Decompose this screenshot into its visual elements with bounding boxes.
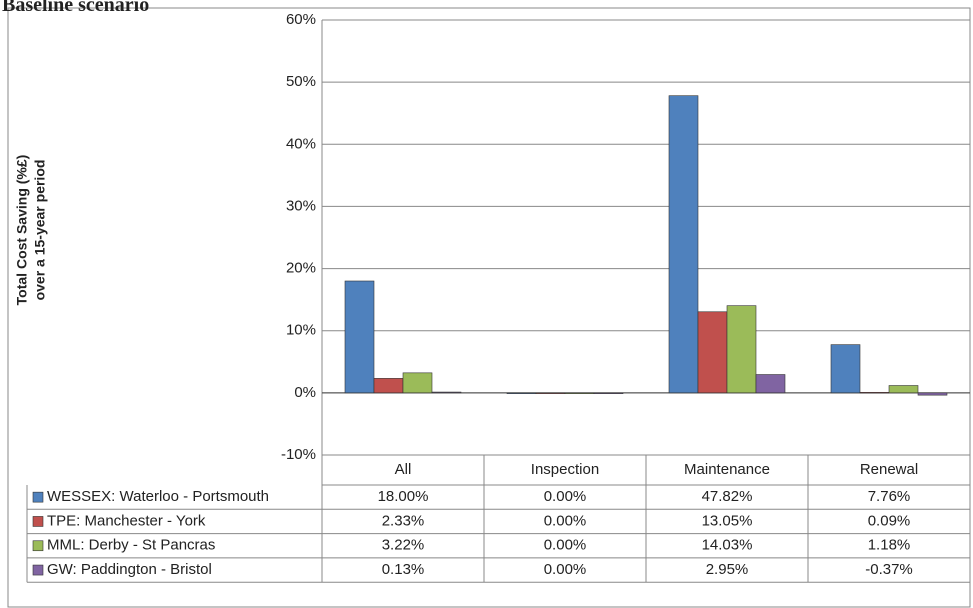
y-tick-label: 40% <box>286 135 316 152</box>
bar <box>755 374 786 394</box>
bar <box>506 392 537 394</box>
legend-label: MML: Derby - St Pancras <box>47 537 215 554</box>
bar <box>535 392 566 394</box>
value-label: 0.13% <box>382 561 425 578</box>
value-label: 0.00% <box>544 537 587 554</box>
x-tick-label: Inspection <box>531 461 599 478</box>
legend-label: GW: Paddington - Bristol <box>47 561 212 578</box>
value-label: 0.00% <box>544 512 587 529</box>
value-label: 0.00% <box>544 561 587 578</box>
y-tick-label: 60% <box>286 11 316 28</box>
legend-label: TPE: Manchester - York <box>47 512 206 529</box>
value-label: -0.37% <box>865 561 913 578</box>
y-axis-label: Total Cost Saving (%£) <box>14 155 30 306</box>
x-tick-label: Renewal <box>860 461 918 478</box>
value-label: 47.82% <box>702 488 753 505</box>
value-label: 18.00% <box>378 488 429 505</box>
y-tick-label: 0% <box>294 384 316 401</box>
value-label: 7.76% <box>868 488 911 505</box>
value-label: 3.22% <box>382 537 425 554</box>
value-label: 0.00% <box>544 488 587 505</box>
x-tick-label: Maintenance <box>684 461 770 478</box>
y-tick-label: 50% <box>286 73 316 90</box>
y-axis-label: over a 15-year period <box>32 160 48 301</box>
value-label: 0.09% <box>868 512 911 529</box>
bar <box>830 344 861 394</box>
bar <box>431 391 462 394</box>
value-label: 2.95% <box>706 561 749 578</box>
bar <box>564 392 595 394</box>
y-tick-label: 30% <box>286 197 316 214</box>
bar <box>726 305 757 394</box>
chart-frame <box>7 7 971 608</box>
bar <box>593 392 624 394</box>
bar <box>402 372 433 394</box>
legend-label: WESSEX: Waterloo - Portsmouth <box>47 488 269 505</box>
bar <box>373 378 404 394</box>
legend-swatch <box>32 564 44 576</box>
legend-swatch <box>32 491 44 503</box>
x-tick-label: All <box>395 461 412 478</box>
bar <box>697 311 728 394</box>
bar <box>668 95 699 394</box>
value-label: 14.03% <box>702 537 753 554</box>
legend-swatch <box>32 516 44 527</box>
value-label: 2.33% <box>382 512 425 529</box>
chart-title: Baseline scenario <box>2 0 149 16</box>
bar <box>888 385 919 394</box>
y-tick-label: 10% <box>286 322 316 339</box>
y-tick-label: -10% <box>281 446 316 463</box>
bar <box>344 280 375 394</box>
legend-swatch <box>32 540 44 552</box>
y-tick-label: 20% <box>286 260 316 277</box>
value-label: 13.05% <box>702 512 753 529</box>
bar <box>859 391 890 394</box>
bar <box>917 392 948 396</box>
value-label: 1.18% <box>868 537 911 554</box>
